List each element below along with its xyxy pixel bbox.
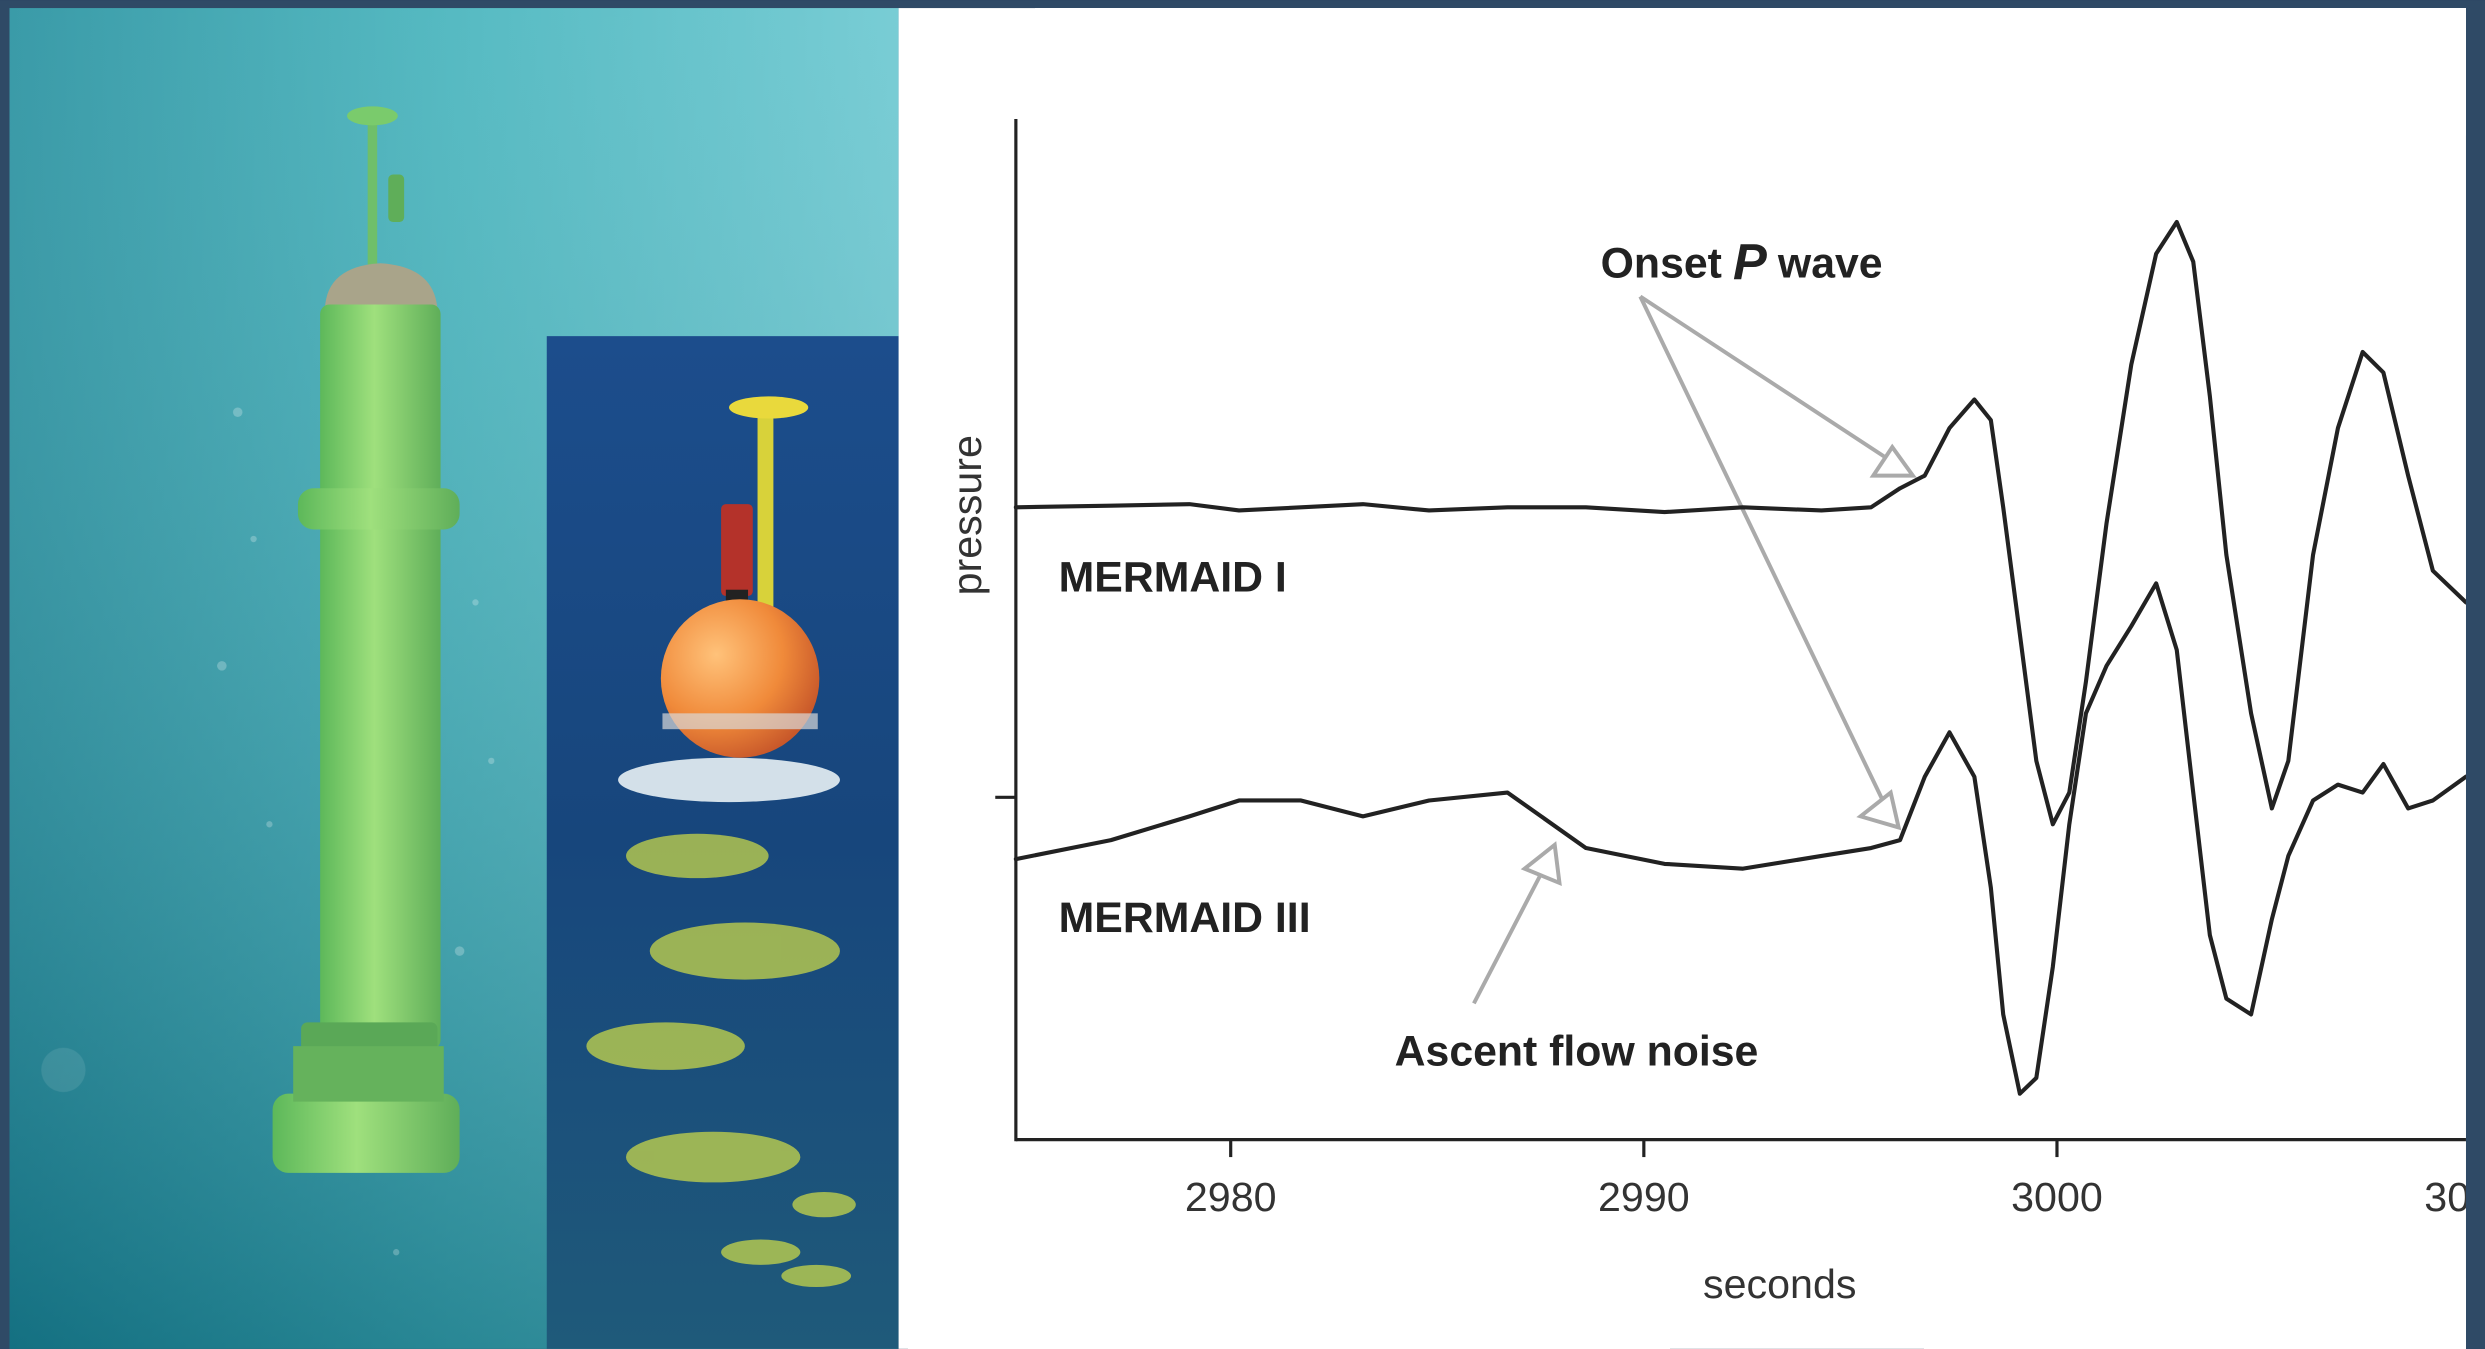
annotation: Ascent flow noise (1395, 1027, 1759, 1075)
x-tick-label: 2990 (1598, 1174, 1690, 1220)
photo-surface (547, 336, 899, 1349)
y-axis-label: pressure (944, 435, 990, 595)
x-tick-label: 3000 (2011, 1174, 2103, 1220)
annotation-part: P (1733, 234, 1767, 291)
chart-panel (899, 8, 2466, 1349)
x-axis-label: seconds (1703, 1261, 1856, 1307)
screenshot: pressure seconds MERMAID I MERMAID III O… (0, 0, 2485, 1349)
x-tick-label: 2980 (1185, 1174, 1277, 1220)
annotation-part: wave (1777, 240, 1883, 288)
page: {"chart_data": { "type": "line", "xlabel… (0, 0, 2485, 1349)
series-label: MERMAID III (1059, 894, 1311, 942)
annotation-part: Onset (1601, 240, 1722, 288)
series-label: MERMAID I (1059, 554, 1287, 602)
